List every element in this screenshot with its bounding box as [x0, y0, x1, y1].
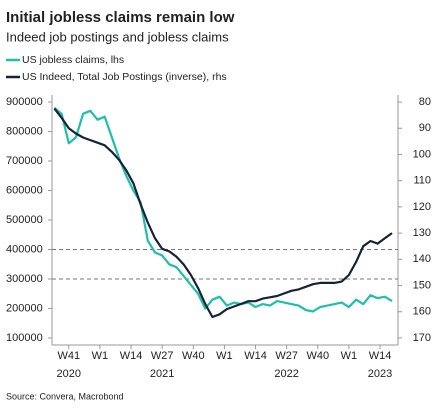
year-label: 2020 [57, 368, 81, 380]
x-tick-label: W27 [151, 350, 174, 362]
x-tick-label: W41 [57, 350, 80, 362]
x-tick-label: W1 [216, 350, 233, 362]
year-label: 2022 [274, 368, 298, 380]
chart-subtitle: Indeed job postings and jobless claims [6, 29, 229, 44]
y2-tick-label: 80 [419, 96, 431, 108]
x-tick-label: W14 [120, 350, 143, 362]
x-tick-label: W40 [306, 350, 329, 362]
legend-label: US Indeed, Total Job Postings (inverse),… [22, 71, 227, 83]
y2-tick-label: 130 [413, 227, 431, 239]
x-tick-label: W40 [182, 350, 205, 362]
y-tick-label: 600000 [6, 184, 43, 196]
x-tick-label: W1 [92, 350, 109, 362]
y2-tick-label: 110 [413, 175, 431, 187]
y-tick-label: 200000 [6, 302, 43, 314]
y-tick-label: 100000 [6, 332, 43, 344]
y-tick-label: 800000 [6, 125, 43, 137]
y2-tick-label: 170 [413, 332, 431, 344]
y-tick-label: 900000 [6, 96, 43, 108]
legend-label: US jobless claims, lhs [22, 54, 124, 66]
y-tick-label: 400000 [6, 243, 43, 255]
x-tick-label: W14 [244, 350, 267, 362]
x-tick-label: W1 [341, 350, 358, 362]
year-label: 2023 [368, 368, 392, 380]
series-line [53, 107, 393, 319]
series-line [53, 107, 393, 313]
y-tick-label: 500000 [6, 214, 43, 226]
x-tick-label: W27 [275, 350, 298, 362]
chart-title: Initial jobless claims remain low [6, 9, 235, 26]
y-tick-label: 700000 [6, 155, 43, 167]
y2-tick-label: 140 [413, 253, 431, 265]
y2-tick-label: 150 [413, 279, 431, 291]
x-tick-label: W14 [369, 350, 392, 362]
year-label: 2021 [150, 368, 174, 380]
y2-tick-label: 90 [419, 122, 431, 134]
y2-tick-label: 120 [413, 201, 431, 213]
y-tick-label: 300000 [6, 273, 43, 285]
source: Source: Convera, Macrobond [6, 391, 124, 401]
y2-tick-label: 160 [413, 306, 431, 318]
y2-tick-label: 100 [413, 148, 431, 160]
